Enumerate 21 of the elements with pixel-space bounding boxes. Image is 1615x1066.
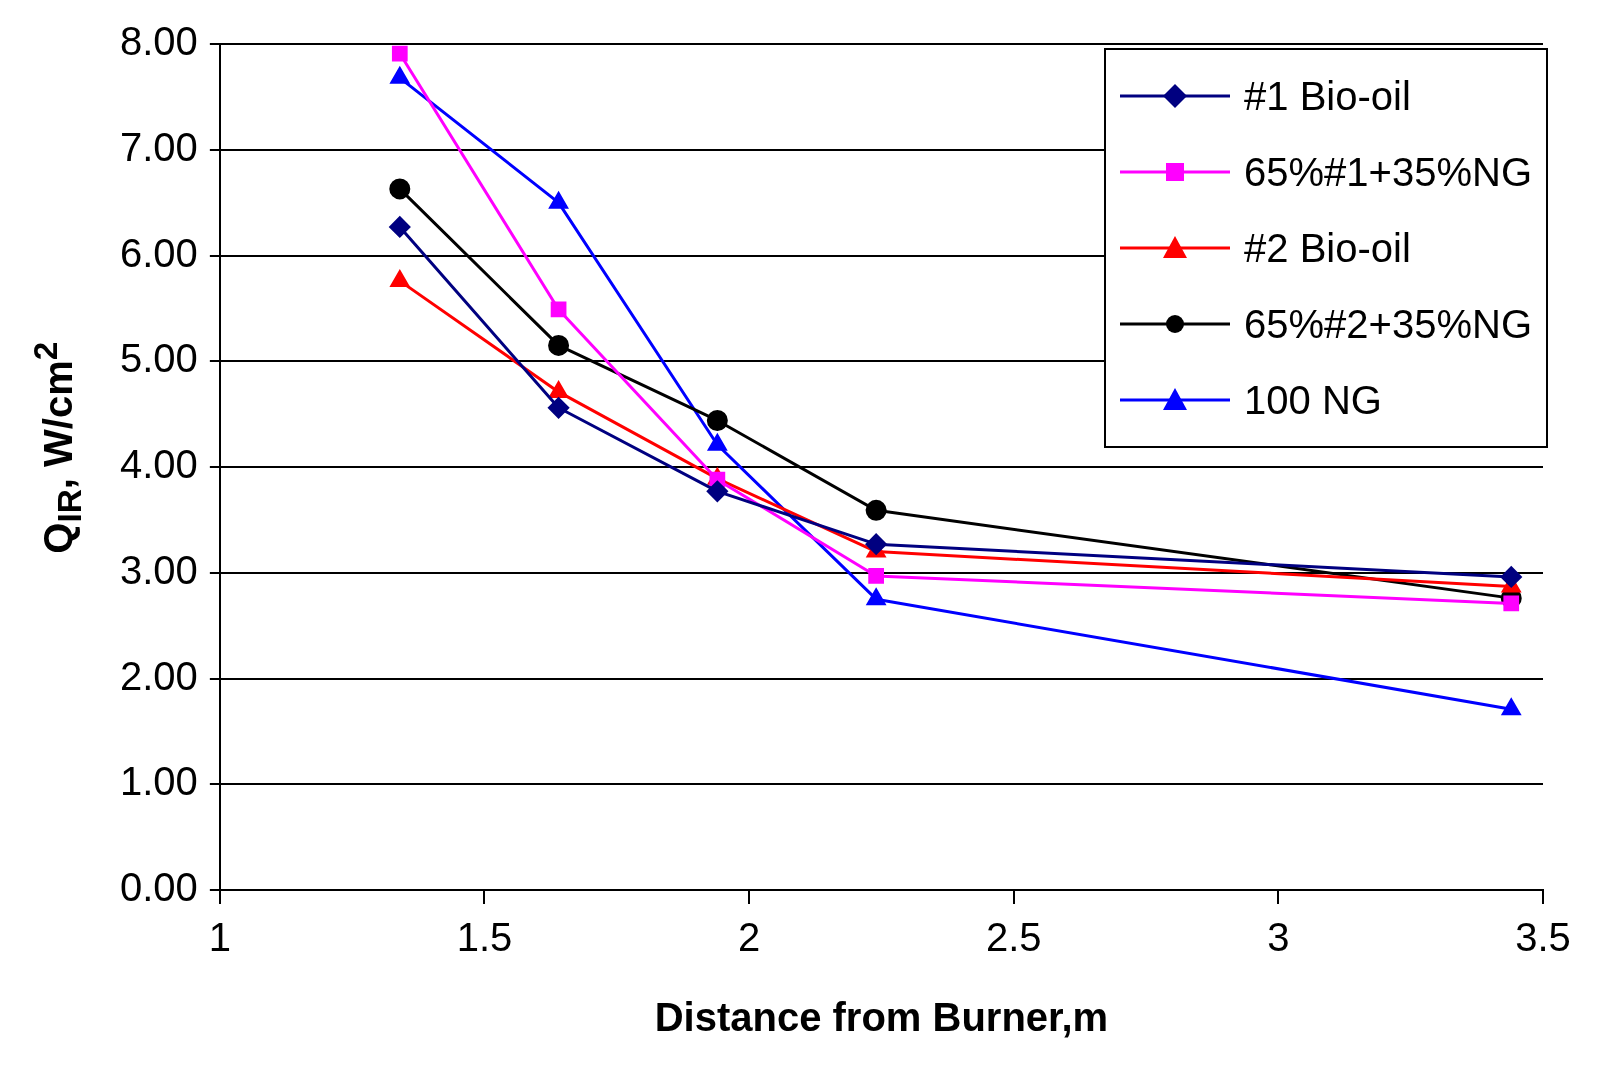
legend-label: #1 Bio-oil xyxy=(1244,73,1411,119)
x-tick-label: 2.5 xyxy=(985,915,1042,960)
y-tick-label: 4.00 xyxy=(119,442,198,487)
legend-label: #2 Bio-oil xyxy=(1244,225,1411,271)
legend-label: 65%#1+35%NG xyxy=(1244,149,1532,195)
y-tick-label: 6.00 xyxy=(119,230,198,275)
y-tick-label: 7.00 xyxy=(119,124,198,169)
x-axis-title: Distance from Burner,m xyxy=(654,995,1109,1040)
x-tick-label: 1.5 xyxy=(456,915,513,960)
legend-label: 65%#2+35%NG xyxy=(1244,301,1532,347)
x-tick-label: 3 xyxy=(1267,915,1290,960)
y-tick-label: 8.00 xyxy=(119,19,198,64)
y-tick-label: 3.00 xyxy=(119,547,198,592)
x-tick-label: 2 xyxy=(737,915,761,960)
y-tick-label: 0.00 xyxy=(119,865,198,910)
y-tick-label: 1.00 xyxy=(119,759,198,804)
x-tick-label: 3.5 xyxy=(1515,915,1571,960)
y-tick-label: 5.00 xyxy=(119,336,198,381)
y-tick-label: 2.00 xyxy=(119,653,198,698)
legend-label: 100 NG xyxy=(1244,377,1382,423)
x-tick-label: 1 xyxy=(208,915,231,960)
